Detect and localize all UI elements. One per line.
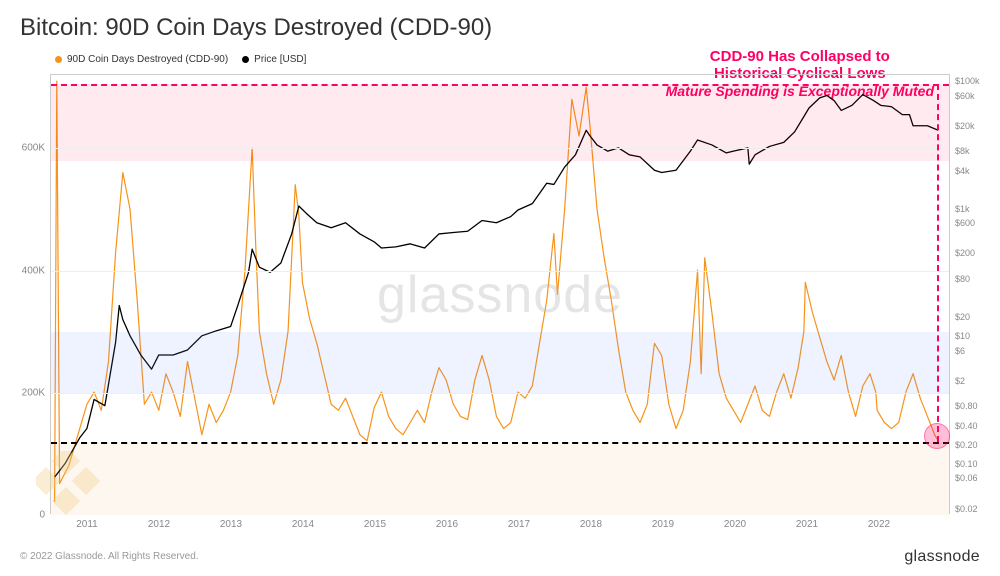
pink-dash-top: [51, 84, 949, 86]
y-right-tick-label: $4k: [949, 166, 970, 176]
glassnode-logo-icon: [36, 451, 116, 536]
x-tick-label: 2014: [292, 519, 314, 530]
y-right-tick-label: $200: [949, 248, 975, 258]
copyright-text: © 2022 Glassnode. All Rights Reserved.: [20, 551, 199, 562]
x-tick-label: 2021: [796, 519, 818, 530]
y-right-tick-label: $0.10: [949, 459, 978, 469]
y-right-tick-label: $0.06: [949, 473, 978, 483]
x-tick-label: 2022: [868, 519, 890, 530]
page-title: Bitcoin: 90D Coin Days Destroyed (CDD-90…: [20, 14, 492, 42]
gridline: [51, 271, 949, 272]
y-right-tick-label: $8k: [949, 146, 970, 156]
brand-text: glassnode: [904, 548, 980, 566]
black-dash-line: [51, 442, 949, 444]
y-right-tick-label: $20: [949, 312, 970, 322]
legend-label-price: Price [USD]: [254, 54, 306, 65]
legend-dot-cdd: [55, 56, 62, 63]
y-right-tick-label: $0.20: [949, 440, 978, 450]
annotation-line1: CDD-90 Has Collapsed to: [666, 48, 934, 65]
legend-label-cdd: 90D Coin Days Destroyed (CDD-90): [67, 54, 228, 65]
x-tick-label: 2019: [652, 519, 674, 530]
chart-legend: 90D Coin Days Destroyed (CDD-90) Price […: [55, 54, 306, 65]
y-right-tick-label: $6: [949, 346, 965, 356]
legend-dot-price: [242, 56, 249, 63]
gridline: [51, 393, 949, 394]
y-right-tick-label: $60k: [949, 91, 975, 101]
y-right-tick-label: $100k: [949, 76, 980, 86]
x-tick-label: 2020: [724, 519, 746, 530]
legend-item-price: Price [USD]: [242, 54, 306, 65]
y-right-tick-label: $2: [949, 376, 965, 386]
y-left-tick-label: 400K: [22, 265, 51, 276]
y-right-tick-label: $1k: [949, 204, 970, 214]
legend-item-cdd: 90D Coin Days Destroyed (CDD-90): [55, 54, 228, 65]
x-tick-label: 2015: [364, 519, 386, 530]
y-right-tick-label: $10: [949, 331, 970, 341]
y-right-tick-label: $80: [949, 274, 970, 284]
y-right-tick-label: $0.40: [949, 421, 978, 431]
y-left-tick-label: 200K: [22, 387, 51, 398]
x-tick-label: 2013: [220, 519, 242, 530]
y-right-tick-label: $0.80: [949, 401, 978, 411]
y-right-tick-label: $600: [949, 218, 975, 228]
y-right-tick-label: $20k: [949, 121, 975, 131]
pink-marker-circle: [924, 423, 950, 449]
chart-band: [51, 332, 949, 393]
y-left-tick-label: 600K: [22, 143, 51, 154]
x-tick-label: 2017: [508, 519, 530, 530]
chart-plot-area: glassnode 0200K400K600K$0.02$0.06$0.10$0…: [50, 74, 950, 514]
x-tick-label: 2012: [148, 519, 170, 530]
x-tick-label: 2016: [436, 519, 458, 530]
y-right-tick-label: $0.02: [949, 504, 978, 514]
pink-dash-vertical: [937, 84, 939, 442]
chart-band: [51, 442, 949, 515]
gridline: [51, 148, 949, 149]
x-tick-label: 2018: [580, 519, 602, 530]
